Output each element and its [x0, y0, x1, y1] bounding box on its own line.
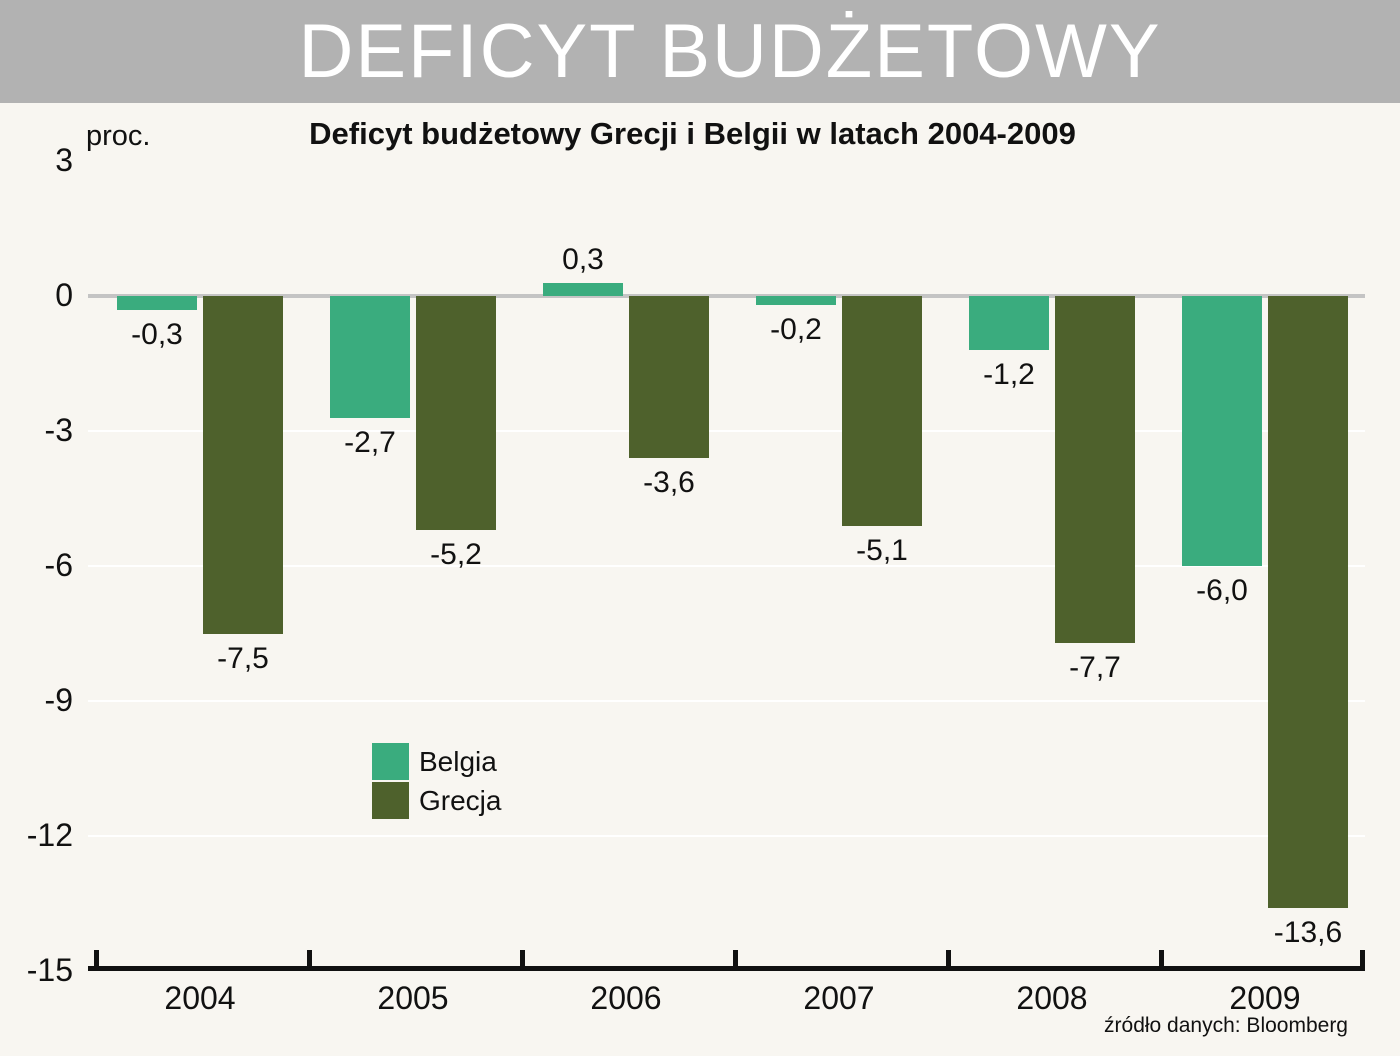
bar-belgia-2005: [330, 296, 410, 418]
bar-grecja-2009: [1268, 296, 1348, 908]
title-banner: DEFICYT BUDŻETOWY: [0, 0, 1400, 103]
bar-value-label-grecja-2009: -13,6: [1273, 916, 1343, 949]
bar-belgia-2007: [756, 296, 836, 305]
page-title: DEFICYT BUDŻETOWY: [298, 8, 1162, 94]
bar-grecja-2008: [1055, 296, 1135, 643]
y-tick-label: 3: [55, 142, 73, 178]
legend-item-belgia: Belgia: [372, 743, 501, 780]
zero-line: [88, 294, 1365, 298]
x-axis-tick: [732, 950, 738, 966]
x-axis-label-2007: 2007: [803, 980, 875, 1016]
x-axis-tick: [93, 950, 99, 966]
chart-legend: Belgia Grecja: [372, 743, 501, 821]
gridline: [88, 565, 1365, 567]
x-axis-tick: [1158, 950, 1164, 966]
bar-grecja-2005: [416, 296, 496, 530]
bar-value-label-belgia-2006: 0,3: [562, 242, 604, 276]
bar-value-label-belgia-2005: -2,7: [344, 425, 396, 459]
gridline: [88, 835, 1365, 837]
x-axis-tick: [1360, 950, 1365, 966]
y-tick-label: -12: [26, 817, 73, 853]
bar-value-label-belgia-2009: -6,0: [1196, 574, 1248, 607]
y-tick-label: -15: [26, 952, 73, 988]
bar-value-label-grecja-2004: -7,5: [217, 641, 269, 675]
legend-swatch-grecja: [372, 782, 409, 819]
x-axis-label-2006: 2006: [590, 980, 662, 1016]
bar-value-label-grecja-2007: -5,1: [856, 533, 908, 567]
x-axis-line: [88, 966, 1365, 971]
bar-value-label-belgia-2004: -0,3: [131, 317, 183, 351]
gridline: [88, 700, 1365, 702]
legend-label-belgia: Belgia: [419, 745, 497, 777]
bar-grecja-2006: [629, 296, 709, 458]
x-axis-tick: [519, 950, 525, 966]
source-credit: źródło danych: Bloomberg: [1104, 1014, 1348, 1037]
bar-value-label-belgia-2008: -1,2: [983, 358, 1035, 391]
bar-belgia-2008: [969, 296, 1049, 350]
x-axis-label-2004: 2004: [164, 980, 236, 1016]
x-axis-tick: [945, 950, 951, 966]
gridline: [88, 430, 1365, 432]
y-axis-unit-label: proc.: [86, 120, 151, 152]
bar-value-label-grecja-2006: -3,6: [643, 466, 695, 499]
bar-belgia-2004: [117, 296, 197, 310]
bar-value-label-belgia-2007: -0,2: [770, 313, 822, 346]
x-axis-label-2005: 2005: [377, 980, 449, 1016]
chart-title: Deficyt budżetowy Grecji i Belgii w lata…: [309, 116, 1076, 151]
y-tick-label: -6: [44, 547, 73, 583]
y-tick-label: -9: [44, 682, 73, 718]
bar-belgia-2006: [543, 282, 623, 296]
legend-item-grecja: Grecja: [372, 782, 501, 819]
bar-belgia-2009: [1182, 296, 1262, 566]
x-axis-tick: [306, 950, 312, 966]
x-axis-label-2008: 2008: [1016, 980, 1088, 1016]
legend-swatch-belgia: [372, 743, 409, 780]
y-tick-label: 0: [55, 277, 73, 313]
bar-value-label-grecja-2008: -7,7: [1069, 650, 1121, 684]
x-axis-label-2009: 2009: [1229, 980, 1301, 1016]
y-tick-label: -3: [44, 412, 73, 448]
bar-value-label-grecja-2005: -5,2: [430, 538, 482, 571]
legend-label-grecja: Grecja: [419, 784, 502, 816]
bar-grecja-2004: [203, 296, 283, 634]
bar-grecja-2007: [842, 296, 922, 526]
